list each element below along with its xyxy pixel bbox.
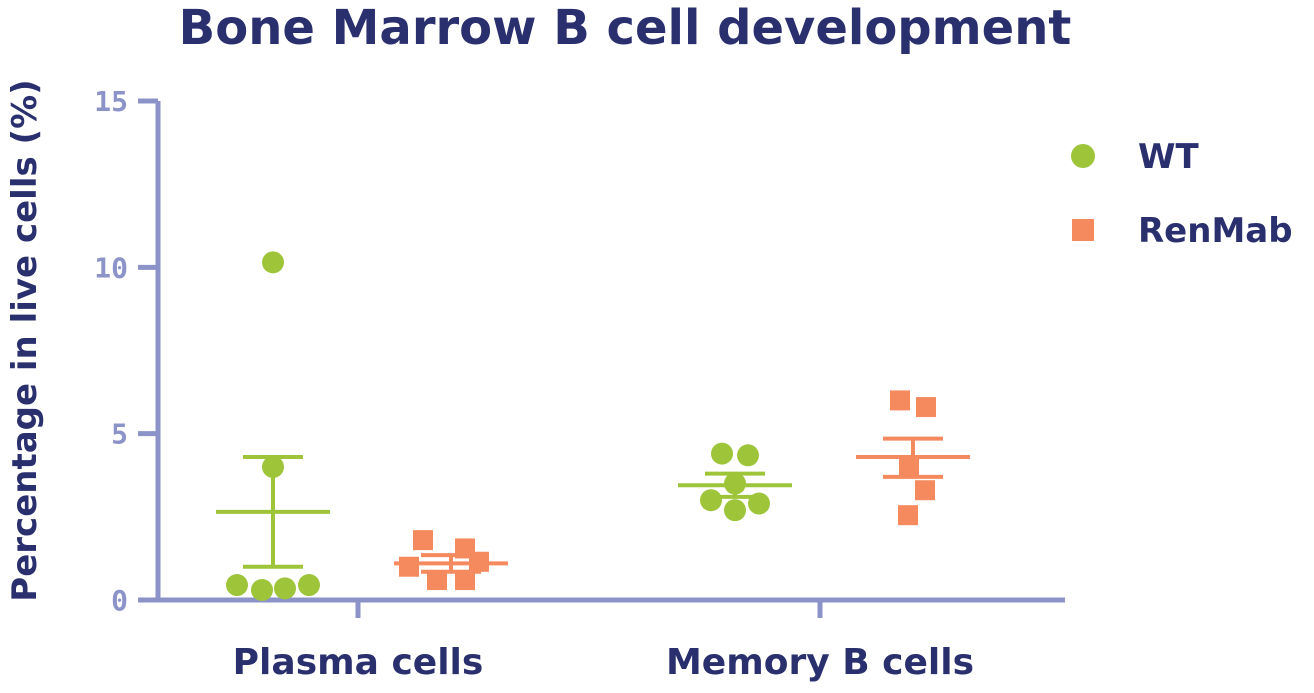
data-point — [899, 455, 919, 476]
data-point — [251, 579, 273, 602]
data-point — [711, 442, 733, 465]
y-tick-label: 5 — [111, 418, 128, 451]
axes: 0 5 10 15 Plasma cells Memory B cells Percenta… — [5, 79, 1065, 683]
legend: WT RenMab — [1071, 137, 1293, 251]
chart-title: Bone Marrow B cell development — [178, 0, 1072, 56]
marks — [216, 251, 970, 602]
data-point — [724, 499, 746, 522]
data-point — [724, 472, 746, 495]
data-point — [737, 444, 759, 467]
data-point — [262, 455, 284, 478]
data-point — [469, 551, 489, 572]
legend-marker — [1072, 219, 1094, 241]
data-point — [898, 505, 918, 526]
data-point — [748, 492, 770, 515]
data-point — [399, 556, 419, 577]
data-point — [413, 530, 433, 551]
data-point — [226, 574, 248, 597]
data-point — [890, 390, 910, 411]
x-tick-label: Plasma cells — [233, 642, 484, 683]
data-point — [916, 397, 936, 418]
data-point — [455, 570, 475, 591]
data-point — [915, 480, 935, 501]
x-tick-label: Memory B cells — [666, 642, 974, 683]
data-point — [274, 577, 296, 600]
data-point — [427, 570, 447, 591]
y-tick-label: 10 — [94, 251, 128, 284]
data-point — [700, 489, 722, 512]
data-point — [262, 251, 284, 274]
legend-marker — [1071, 144, 1095, 168]
legend-label: WT — [1138, 137, 1200, 177]
data-point — [298, 574, 320, 597]
y-tick-label: 15 — [94, 85, 128, 118]
y-axis-label: Percentage in live cells (%) — [5, 79, 45, 601]
legend-label: RenMab — [1138, 211, 1293, 251]
y-tick-label: 0 — [111, 584, 128, 617]
